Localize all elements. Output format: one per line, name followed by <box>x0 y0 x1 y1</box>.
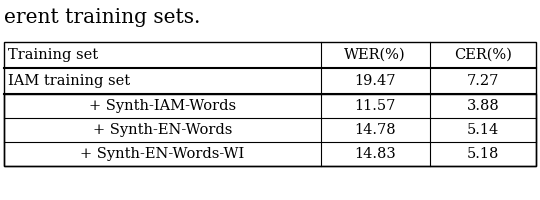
Text: 5.18: 5.18 <box>467 147 499 161</box>
Text: + Synth-IAM-Words: + Synth-IAM-Words <box>89 99 236 113</box>
Text: 5.14: 5.14 <box>467 123 499 137</box>
Text: 7.27: 7.27 <box>467 74 499 88</box>
Text: 11.57: 11.57 <box>354 99 396 113</box>
Text: 19.47: 19.47 <box>354 74 396 88</box>
Text: + Synth-EN-Words: + Synth-EN-Words <box>92 123 232 137</box>
Text: WER(%): WER(%) <box>345 48 406 62</box>
Text: Training set: Training set <box>8 48 98 62</box>
Bar <box>4 42 536 166</box>
Text: CER(%): CER(%) <box>454 48 512 62</box>
Text: 14.83: 14.83 <box>354 147 396 161</box>
Text: IAM training set: IAM training set <box>8 74 130 88</box>
Text: erent training sets.: erent training sets. <box>4 8 200 27</box>
Text: + Synth-EN-Words-WI: + Synth-EN-Words-WI <box>80 147 245 161</box>
Text: 14.78: 14.78 <box>354 123 396 137</box>
Text: 3.88: 3.88 <box>467 99 499 113</box>
Bar <box>4 94 536 166</box>
